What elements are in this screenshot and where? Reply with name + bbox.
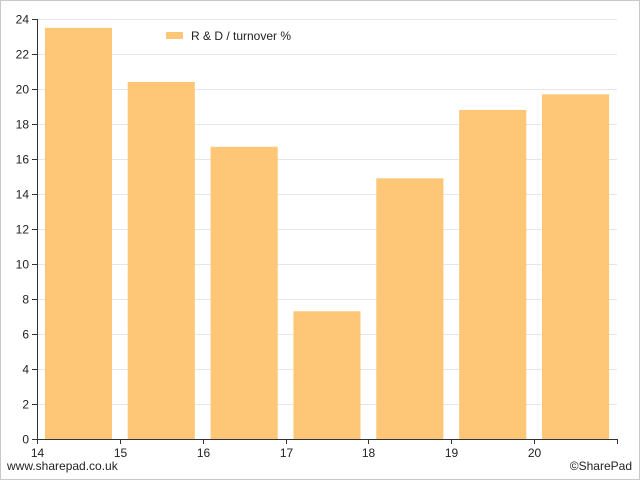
legend: R & D / turnover % (166, 29, 291, 43)
x-tick-label: 14 (31, 446, 45, 460)
y-tick-label: 14 (16, 188, 30, 202)
bar (542, 94, 610, 440)
x-tick-label: 19 (445, 446, 459, 460)
y-tick-label: 10 (16, 258, 30, 272)
source-link[interactable]: www.sharepad.co.uk (7, 459, 118, 473)
legend-swatch (166, 32, 183, 39)
y-tick-label: 22 (16, 48, 30, 62)
x-axis-ticks: 14 15 16 17 18 19 20 (31, 439, 618, 460)
y-tick-label: 6 (22, 328, 29, 342)
bars (44, 27, 610, 440)
bar (127, 82, 195, 439)
x-tick-label: 15 (114, 446, 128, 460)
bar (293, 311, 361, 440)
bar (210, 146, 278, 440)
y-tick-label: 0 (22, 433, 29, 447)
y-tick-label: 8 (22, 293, 29, 307)
bar (376, 178, 444, 440)
copyright-text: ©SharePad (569, 459, 632, 473)
y-tick-label: 12 (16, 223, 30, 237)
bar (44, 27, 112, 440)
y-tick-label: 20 (16, 83, 30, 97)
x-tick-label: 18 (362, 446, 376, 460)
y-tick-label: 18 (16, 118, 30, 132)
bar (459, 110, 527, 439)
y-tick-label: 24 (16, 13, 30, 27)
legend-label: R & D / turnover % (191, 29, 291, 43)
y-tick-label: 16 (16, 153, 30, 167)
x-tick-label: 17 (280, 446, 294, 460)
x-tick-label: 16 (197, 446, 211, 460)
y-tick-label: 4 (22, 363, 29, 377)
axes (37, 19, 617, 440)
x-tick-label: 20 (528, 446, 542, 460)
y-tick-label: 2 (22, 398, 29, 412)
